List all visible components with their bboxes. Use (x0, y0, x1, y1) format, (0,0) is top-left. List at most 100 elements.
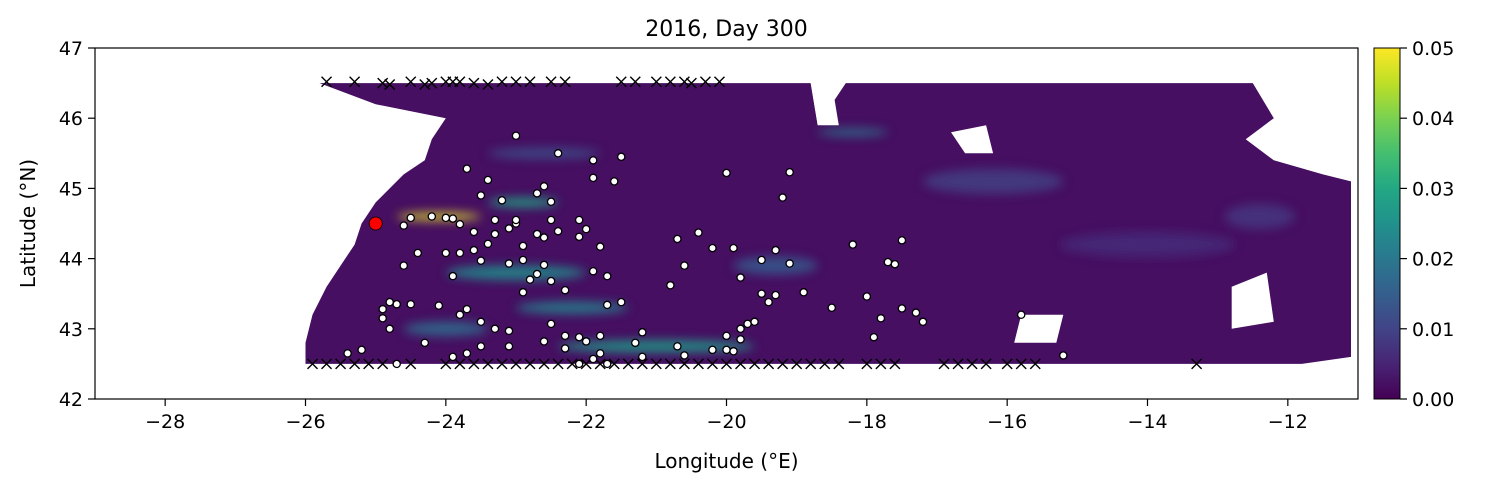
stranded-particle-markers (307, 76, 1203, 370)
particle-marker (771, 245, 780, 255)
particle-marker (560, 285, 570, 295)
particle-marker (469, 245, 479, 255)
stranded-marker (805, 358, 817, 370)
field-hotspot (558, 340, 755, 353)
colorbar-tick-label: 0.05 (1412, 38, 1454, 60)
y-axis: 42 43 44 45 46 47 (59, 38, 95, 411)
particle-marker (750, 317, 759, 327)
field-hotspot (1059, 232, 1236, 258)
particle-marker (722, 331, 731, 341)
particle-marker (588, 156, 598, 165)
particle-marker (581, 224, 591, 234)
stranded-marker (875, 358, 887, 370)
launch-point-marker-group (368, 216, 383, 231)
particle-marker (490, 215, 500, 225)
particle-marker (504, 326, 514, 336)
particle-marker (595, 331, 605, 341)
particle-marker (504, 224, 514, 233)
particle-marker (869, 332, 879, 342)
stranded-marker (889, 358, 901, 370)
stranded-marker (454, 76, 466, 88)
particle-marker (455, 310, 465, 320)
stranded-marker (559, 76, 571, 88)
particle-marker (434, 301, 444, 310)
stranded-marker (980, 358, 992, 370)
y-tick-label: 44 (59, 249, 83, 271)
stranded-marker (699, 76, 711, 88)
x-tick-label: −18 (847, 411, 887, 433)
particle-marker (406, 299, 415, 309)
particle-marker (708, 243, 717, 253)
y-tick-label: 46 (59, 108, 83, 130)
particle-marker (497, 196, 507, 205)
particle-marker (532, 269, 542, 279)
stranded-marker (566, 358, 578, 370)
particle-marker (680, 261, 689, 270)
field-hotspot (516, 301, 629, 314)
stranded-marker (468, 77, 480, 89)
particle-marker (764, 297, 773, 307)
stranded-marker (608, 358, 620, 370)
particle-marker (708, 345, 717, 355)
colorbar-axis: 0.00 0.01 0.02 0.03 0.04 0.05 (1400, 38, 1454, 411)
stranded-marker (1191, 358, 1203, 370)
particle-marker (729, 243, 738, 253)
particle-marker (602, 271, 612, 281)
particle-marker (399, 221, 408, 230)
particle-marker (490, 229, 500, 239)
colorbar-tick-label: 0.02 (1412, 249, 1454, 271)
particle-marker (785, 259, 794, 268)
particle-marker (455, 248, 465, 258)
particle-marker (518, 241, 528, 251)
particle-marker (757, 255, 766, 265)
x-tick-label: −14 (1127, 411, 1167, 433)
x-tick-label: −22 (566, 411, 606, 433)
particle-marker (757, 289, 766, 298)
stranded-marker (321, 76, 333, 88)
y-tick-label: 47 (59, 38, 83, 60)
stranded-marker (650, 76, 662, 88)
stranded-marker (763, 358, 775, 370)
particle-marker (511, 215, 521, 225)
particle-marker (883, 257, 893, 267)
stranded-marker (321, 358, 333, 370)
stranded-marker (384, 79, 396, 90)
field-hotspot (817, 128, 888, 136)
x-tick-label: −20 (706, 411, 746, 433)
stranded-marker (496, 358, 508, 370)
stranded-marker (685, 77, 697, 89)
launch-point-marker (368, 216, 383, 231)
particle-marker (736, 324, 745, 334)
stranded-marker (468, 358, 480, 370)
particle-marker (483, 239, 493, 249)
particle-marker (680, 351, 689, 360)
y-tick-label: 42 (59, 389, 83, 411)
particle-marker (385, 297, 394, 307)
particle-marker (581, 337, 591, 346)
particle-marker (511, 131, 521, 140)
particle-marker (392, 359, 401, 369)
particle-marker (862, 292, 872, 301)
stranded-marker (777, 358, 789, 370)
particle-marker (546, 215, 556, 225)
stranded-marker (629, 76, 641, 88)
particle-marker (462, 164, 472, 173)
particle-marker (448, 352, 458, 362)
particle-marker (462, 304, 472, 314)
land-mask (810, 83, 839, 126)
colorbar-tick-label: 0.03 (1412, 178, 1454, 200)
particle-marker (448, 271, 458, 281)
particle-marker (476, 342, 486, 351)
particle-marker (666, 281, 675, 290)
particle-marker (455, 219, 465, 229)
particle-marker (595, 349, 605, 358)
field-hotspot (922, 168, 1064, 194)
stranded-marker (664, 358, 676, 370)
field-hotspot (403, 321, 488, 337)
particle-marker (532, 229, 542, 239)
particle-marker (602, 300, 612, 310)
colorbar (1373, 47, 1401, 400)
particle-marker (588, 173, 598, 183)
particle-marker (848, 240, 858, 249)
